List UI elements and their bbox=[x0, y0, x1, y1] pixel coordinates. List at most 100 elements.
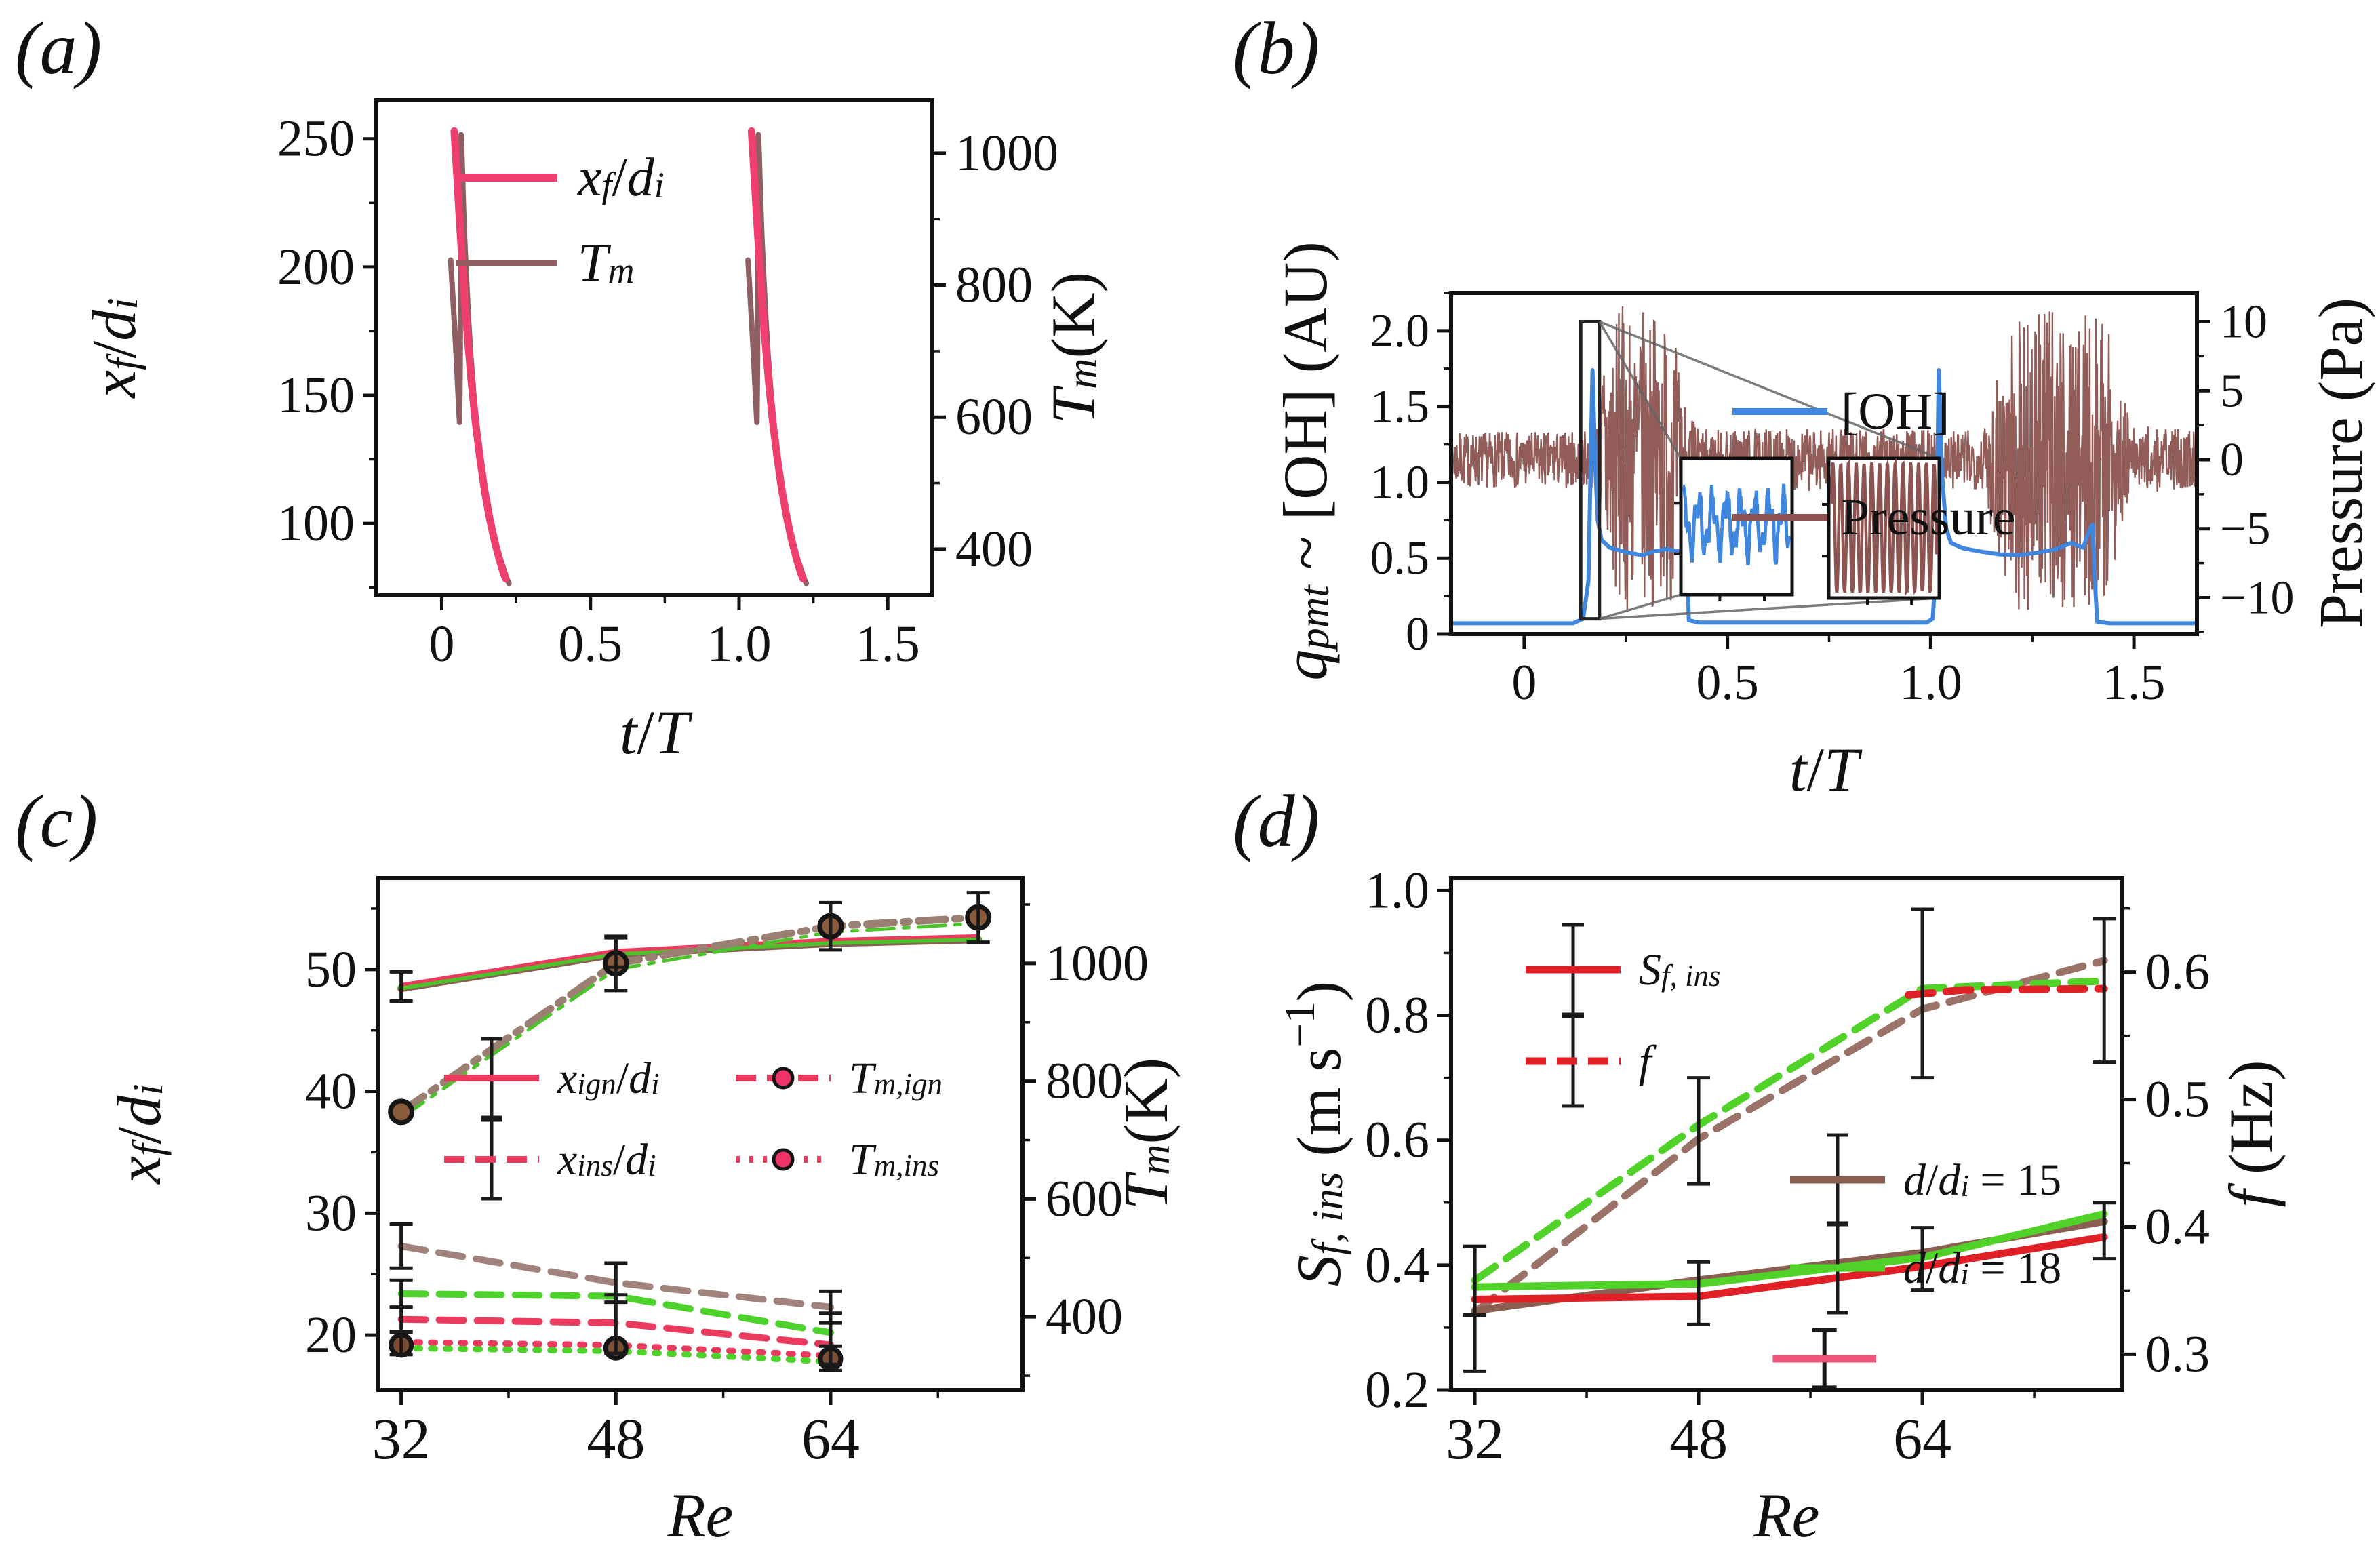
plot-frame-a bbox=[374, 98, 934, 597]
xtick-label: 48 bbox=[587, 1406, 645, 1471]
errorbar bbox=[389, 970, 413, 1003]
plot-area-a bbox=[448, 127, 810, 586]
y2-axis-label-d: f (Hz) bbox=[2217, 1060, 2286, 1207]
y2tick-label: 1000 bbox=[955, 125, 1058, 182]
ytick-label: 250 bbox=[277, 111, 355, 167]
panel-a-label: (a) bbox=[15, 7, 102, 89]
xtick-label: 64 bbox=[1893, 1406, 1951, 1471]
xtick-label: 0 bbox=[1511, 655, 1536, 711]
ytick-label: 0.6 bbox=[1365, 1112, 1429, 1169]
x-axis-label-c: Re bbox=[667, 1481, 733, 1550]
plot-frame-c bbox=[376, 876, 1025, 1392]
series-Tm-ign-green bbox=[399, 921, 980, 1119]
ytick-label: 0.4 bbox=[1365, 1237, 1429, 1294]
xtick-label: 1.5 bbox=[856, 616, 920, 673]
y2tick-label: 0.6 bbox=[2145, 944, 2210, 1001]
legend-label-pressure: Pressure bbox=[1841, 489, 2016, 546]
ticks-a bbox=[363, 137, 946, 610]
y2tick-label: 0.3 bbox=[2145, 1326, 2210, 1382]
errorbar bbox=[604, 934, 628, 993]
legend-label-x-ins: xins/di bbox=[557, 1135, 656, 1185]
legend-label-Tm-ign: Tm,ign bbox=[849, 1054, 943, 1103]
ticks-d bbox=[1437, 888, 2136, 1405]
legend-item-Tm-ign: Tm,ign bbox=[736, 1054, 943, 1103]
ytick-label: 150 bbox=[277, 367, 355, 424]
y2tick-label: −5 bbox=[2220, 502, 2270, 555]
ticks-c bbox=[365, 903, 1036, 1405]
xtick-label: 0 bbox=[429, 616, 454, 673]
panel-a: 0 0.5 1.0 1.5 100 150 200 250 400 600 800 1000 t/T xf… bbox=[79, 98, 1108, 767]
errorbar bbox=[2093, 1201, 2116, 1261]
ytick-label: 0 bbox=[1406, 608, 1429, 660]
errorbar bbox=[1687, 1260, 1711, 1326]
legend-label-d-di-15: d/di = 15 bbox=[1903, 1155, 2061, 1205]
legend-item-d-di-15: d/di = 15 bbox=[1790, 1133, 2061, 1227]
inset-oh-zoom bbox=[1674, 456, 1794, 601]
ytick-label: 0.5 bbox=[1370, 532, 1430, 584]
ytick-label: 0.8 bbox=[1365, 987, 1429, 1044]
y2tick-label: 5 bbox=[2220, 365, 2244, 417]
plot-area-b bbox=[1451, 306, 2197, 626]
y2tick-label: 0 bbox=[2220, 434, 2244, 486]
legend-item-x-ign: xign/di bbox=[444, 1037, 660, 1119]
xtick-label: 0.5 bbox=[558, 616, 622, 673]
ytick-label: 0.2 bbox=[1365, 1361, 1429, 1418]
xtick-label: 48 bbox=[1669, 1406, 1728, 1471]
y-axis-label-b: qpmt ~ [OH] (AU) bbox=[1271, 241, 1340, 681]
panel-c: 32 48 64 20 30 40 50 400 600 800 1000 Re xf/di Tm(K) x… bbox=[104, 876, 1181, 1550]
legend-item-f: f bbox=[1526, 1014, 1657, 1108]
y2-axis-label-c: Tm(K) bbox=[1111, 1058, 1181, 1210]
ytick-label: 100 bbox=[277, 495, 355, 552]
plot-area-d bbox=[1463, 907, 2116, 1390]
marker-Tm-ign-dots bbox=[388, 1098, 415, 1126]
errorbar bbox=[1911, 1226, 1935, 1292]
errorbar bbox=[604, 1293, 628, 1355]
xtick-label: 1.5 bbox=[2103, 655, 2166, 711]
series-Tm-ign-brown bbox=[397, 913, 983, 1116]
panel-d: 32 48 64 0.2 0.4 0.6 0.8 1.0 0.3 0.4 0.5 0.6 Re Sf, i… bbox=[1276, 862, 2286, 1550]
panel-b-label: (b) bbox=[1233, 7, 1320, 89]
errorbar bbox=[1687, 1076, 1711, 1186]
ticks-b bbox=[1437, 292, 2210, 649]
zoom-connector-line bbox=[1599, 597, 1940, 620]
zoom-connector-line bbox=[1599, 593, 1682, 620]
errorbar bbox=[389, 1222, 413, 1270]
legend-label-d-di-18: d/di = 18 bbox=[1903, 1243, 2061, 1293]
inset-trace-pressure-zoom bbox=[1829, 458, 1939, 596]
legend-marker-Tm-ins bbox=[772, 1148, 795, 1171]
y2tick-label: 0.5 bbox=[2145, 1071, 2210, 1128]
series-pressure-trace bbox=[1451, 306, 2197, 611]
plot-frame-b bbox=[1449, 291, 2199, 636]
y2-axis-label-a: Tm(K) bbox=[1039, 272, 1108, 424]
legend-label-xf-di: xf/di bbox=[577, 148, 665, 207]
legend-item-oh: [OH] bbox=[1732, 383, 1949, 440]
ytick-label: 40 bbox=[305, 1063, 357, 1120]
legend-item-xf-di: xf/di bbox=[456, 148, 665, 207]
errorbar bbox=[2093, 917, 2116, 1064]
x-axis-label-b: t/T bbox=[1789, 735, 1863, 804]
ytick-label: 50 bbox=[305, 941, 357, 998]
xtick-label: 1.0 bbox=[1899, 655, 1962, 711]
legend-item-pressure: Pressure bbox=[1732, 489, 2016, 546]
y-axis-label-c: xf/di bbox=[104, 1083, 174, 1185]
y2tick-label: 0.4 bbox=[2145, 1198, 2210, 1255]
y2tick-label: 400 bbox=[1046, 1288, 1123, 1345]
legend-item-Sf-ins: Sf, ins bbox=[1526, 923, 1721, 1016]
panel-d-label: (d) bbox=[1233, 780, 1320, 862]
zoom-source-box bbox=[1579, 319, 1602, 621]
series-f-red bbox=[1904, 984, 2108, 999]
series-f-green bbox=[1471, 977, 2108, 1284]
series-xf-di-trace bbox=[747, 127, 807, 582]
legend-item-x-ins: xins/di bbox=[444, 1118, 656, 1201]
series-f-brown bbox=[1471, 957, 2108, 1316]
y2-axis-label-b: Pressure (Pa) bbox=[2306, 298, 2375, 629]
legend-label-oh: [OH] bbox=[1841, 383, 1949, 440]
y2tick-label: 400 bbox=[955, 521, 1033, 578]
ytick-label: 30 bbox=[305, 1185, 357, 1241]
legend-label-x-ign: xign/di bbox=[557, 1054, 660, 1103]
legend-item-Tm-ins: Tm,ins bbox=[736, 1135, 939, 1185]
x-axis-label-a: t/T bbox=[620, 698, 693, 767]
y2tick-label: 10 bbox=[2220, 296, 2267, 348]
y2tick-label: 800 bbox=[955, 257, 1033, 314]
errorbar bbox=[818, 900, 842, 952]
